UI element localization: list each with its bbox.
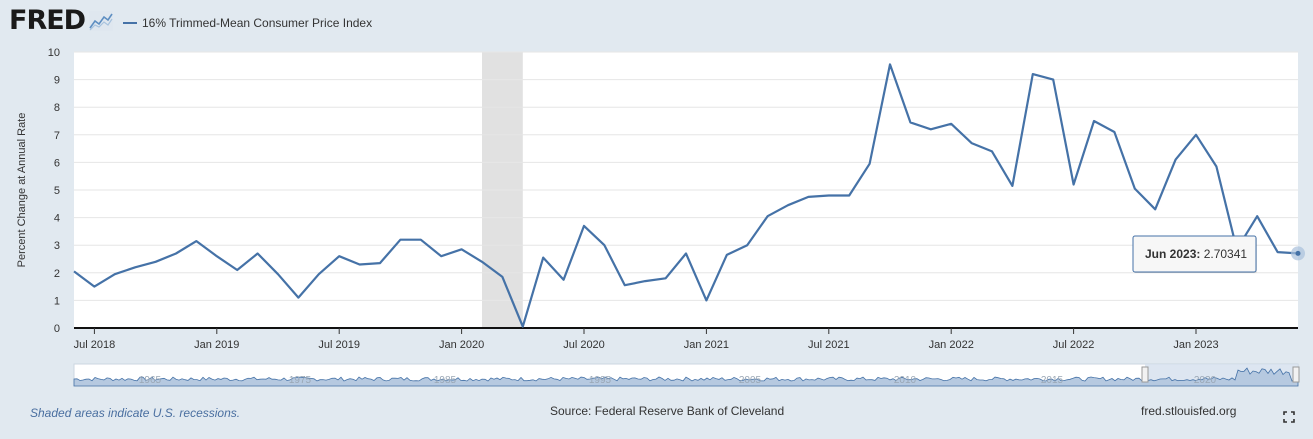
y-tick-label: 7 xyxy=(54,130,60,142)
series-layer xyxy=(73,63,1305,328)
navigator[interactable]: 1965 1975 1985 1995 2005 2010 2015 2020 xyxy=(73,363,1300,387)
hover-point[interactable] xyxy=(1295,250,1301,256)
navigator-label: 2010 xyxy=(894,375,917,386)
source-text: Source: Federal Reserve Bank of Clevelan… xyxy=(550,404,785,418)
navigator-label: 2015 xyxy=(1041,375,1064,386)
navigator-series xyxy=(73,367,1299,387)
tooltip-text: Jun 2023: 2.70341 xyxy=(1145,247,1247,261)
tooltip-value: 2.70341 xyxy=(1200,247,1247,261)
chart-header: FRED 16% Trimmed-Mean Consumer Price Ind… xyxy=(0,0,1313,44)
y-tick-label: 5 xyxy=(54,185,60,197)
y-tick-label: 3 xyxy=(54,240,60,252)
grid-lines xyxy=(74,51,1298,329)
tooltip: Jun 2023: 2.70341 xyxy=(1132,235,1257,273)
navigator-label: 2005 xyxy=(739,375,762,386)
x-tick-label: Jul 2019 xyxy=(318,339,360,351)
x-tick-label: Jan 2023 xyxy=(1173,339,1218,351)
legend-label: 16% Trimmed-Mean Consumer Price Index xyxy=(142,16,373,30)
fred-logo[interactable]: FRED xyxy=(9,5,86,36)
y-axis-ticks: 0 1 2 3 4 5 6 7 8 9 10 xyxy=(48,47,60,335)
legend-swatch xyxy=(123,22,137,24)
navigator-handle-right[interactable] xyxy=(1292,366,1300,383)
x-tick-label: Jan 2020 xyxy=(439,339,484,351)
fred-sparkline-icon xyxy=(89,11,113,31)
y-tick-label: 1 xyxy=(54,295,60,307)
x-tick-label: Jul 2020 xyxy=(563,339,605,351)
series-line[interactable] xyxy=(73,63,1299,328)
x-tick-label: Jan 2022 xyxy=(929,339,974,351)
navigator-handle-left[interactable] xyxy=(1141,366,1149,383)
y-tick-label: 2 xyxy=(54,268,60,280)
navigator-label: 1975 xyxy=(289,375,312,386)
navigator-label: 1985 xyxy=(434,375,457,386)
y-tick-label: 8 xyxy=(54,102,60,114)
tooltip-box xyxy=(1132,235,1257,273)
navigator-label: 2020 xyxy=(1194,375,1217,386)
site-link[interactable]: fred.stlouisfed.org xyxy=(1141,404,1237,418)
y-tick-label: 6 xyxy=(54,157,60,169)
recession-note: Shaded areas indicate U.S. recessions. xyxy=(30,406,241,420)
y-tick-label: 4 xyxy=(54,213,60,225)
chart[interactable]: 0 1 2 3 4 5 6 7 8 9 10 Jul 2018 Jan 2019 Jul 2019 Jan… xyxy=(0,40,1313,400)
x-tick-label: Jan 2021 xyxy=(684,339,729,351)
x-tick-label: Jul 2018 xyxy=(74,339,116,351)
x-tick-label: Jul 2022 xyxy=(1053,339,1095,351)
tooltip-date: Jun 2023: xyxy=(1145,247,1200,261)
x-axis-ticks: Jul 2018 Jan 2019 Jul 2019 Jan 2020 Jul 2020… xyxy=(74,328,1219,351)
x-tick-label: Jul 2021 xyxy=(808,339,850,351)
y-tick-label: 10 xyxy=(48,47,60,59)
navigator-label: 1965 xyxy=(139,375,162,386)
y-axis-label: Percent Change at Annual Rate xyxy=(16,113,28,268)
navigator-label: 1995 xyxy=(589,375,612,386)
fullscreen-icon[interactable] xyxy=(1283,411,1295,423)
y-tick-label: 0 xyxy=(54,323,60,335)
y-tick-label: 9 xyxy=(54,75,60,87)
x-tick-label: Jan 2019 xyxy=(194,339,239,351)
